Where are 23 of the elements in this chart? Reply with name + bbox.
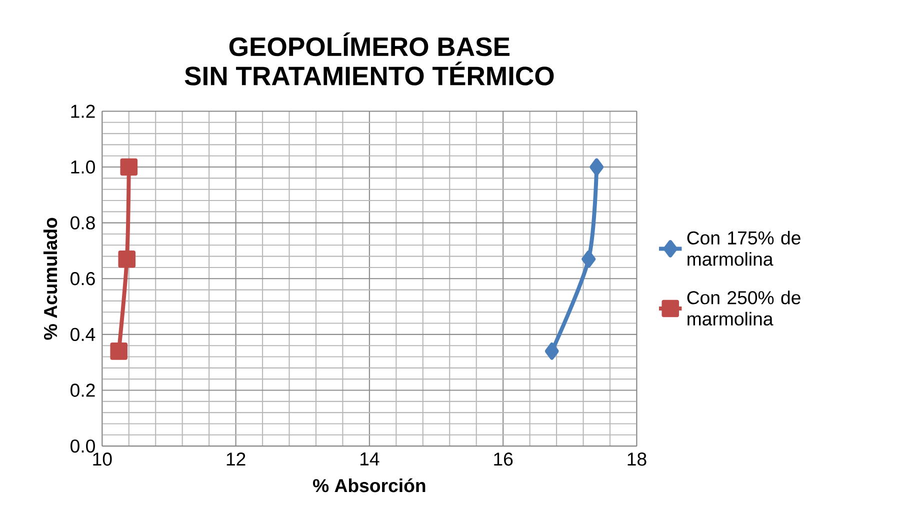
y-tick-label: 0.4 <box>70 328 96 342</box>
point <box>110 342 128 360</box>
point <box>544 342 559 360</box>
point <box>590 158 604 176</box>
chart-title: GEOPOLÍMERO BASE SIN TRATAMIENTO TÉRMICO <box>184 32 554 86</box>
x-axis-title: % Absorción <box>313 478 426 492</box>
x-tick-label: 14 <box>360 452 380 466</box>
point <box>120 158 138 176</box>
point <box>118 250 136 268</box>
y-tick-label: 0.6 <box>70 272 95 286</box>
x-tick-label: 10 <box>93 452 112 466</box>
y-tick-label: 0.2 <box>70 384 95 397</box>
legend-label: Con 175% de marmolina <box>687 230 800 266</box>
legend-label: Con 250% de marmolina <box>687 290 800 326</box>
x-tick-label: 16 <box>494 452 513 466</box>
y-tick-label: 0.0 <box>70 439 95 453</box>
y-tick-label: 0.8 <box>70 216 95 230</box>
y-tick-label: 1.2 <box>71 104 95 118</box>
point <box>582 250 596 268</box>
y-axis-title: % Acumulado <box>43 218 58 340</box>
x-tick-label: 12 <box>226 452 246 466</box>
x-tick-label: 18 <box>628 452 646 466</box>
y-tick-label: 1.0 <box>71 160 95 174</box>
